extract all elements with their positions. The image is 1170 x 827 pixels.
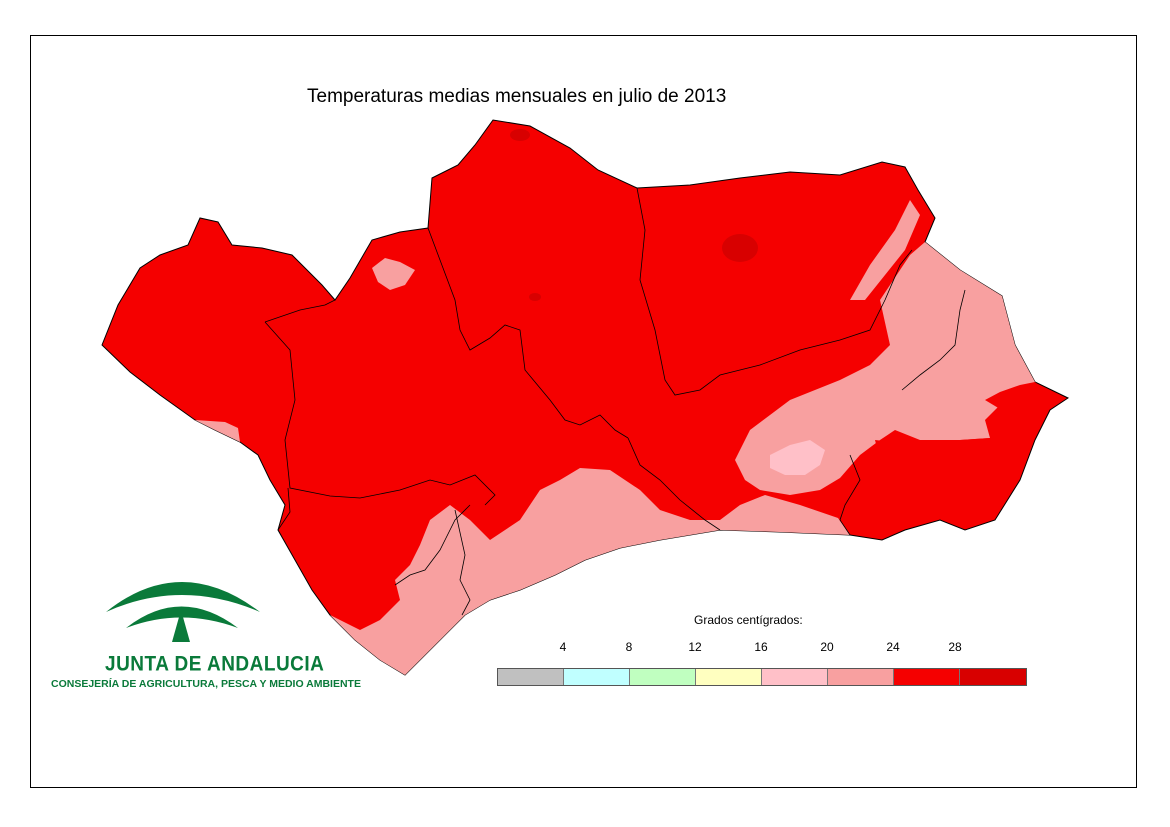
region-outline bbox=[101, 119, 1070, 676]
temp-zone-20-24-east bbox=[735, 242, 1035, 495]
legend-tick: 24 bbox=[886, 640, 900, 654]
map-title: Temperaturas medias mensuales en julio d… bbox=[307, 86, 727, 107]
legend-tick: 4 bbox=[559, 640, 567, 654]
legend-swatch bbox=[960, 669, 1026, 685]
legend-tick: 28 bbox=[948, 640, 962, 654]
legend-swatch bbox=[564, 669, 630, 685]
legend-swatch bbox=[894, 669, 960, 685]
junta-de-andalucia-logo bbox=[106, 582, 260, 642]
logo-subtitle: CONSEJERÍA DE AGRICULTURA, PESCA Y MEDIO… bbox=[51, 678, 361, 690]
temp-zone-20-24-coast bbox=[195, 420, 240, 442]
legend-tick: 8 bbox=[625, 640, 633, 654]
legend-color-bar bbox=[497, 668, 1027, 686]
province-boundaries bbox=[264, 187, 966, 616]
temp-zone-24-28-almeria bbox=[875, 438, 1000, 510]
legend-tick: 12 bbox=[688, 640, 702, 654]
logo-name: JUNTA DE ANDALUCIA bbox=[105, 652, 325, 676]
temp-zone-20-24-south bbox=[330, 468, 850, 675]
temp-zone-20-24-north bbox=[372, 258, 415, 290]
legend-swatch bbox=[630, 669, 696, 685]
legend-tick: 20 bbox=[820, 640, 834, 654]
temp-zone-20-24-sierra bbox=[850, 200, 920, 300]
legend-swatch bbox=[696, 669, 762, 685]
legend-title: Grados centígrados: bbox=[694, 613, 803, 627]
legend-swatch bbox=[828, 669, 894, 685]
legend-swatch bbox=[762, 669, 828, 685]
temp-zone-above-28 bbox=[510, 129, 758, 301]
temp-zone-24-28-east-coast bbox=[985, 382, 1050, 412]
legend-swatch bbox=[498, 669, 564, 685]
temp-zone-16-20-sierra-nevada bbox=[770, 440, 825, 475]
legend-tick: 16 bbox=[754, 640, 768, 654]
